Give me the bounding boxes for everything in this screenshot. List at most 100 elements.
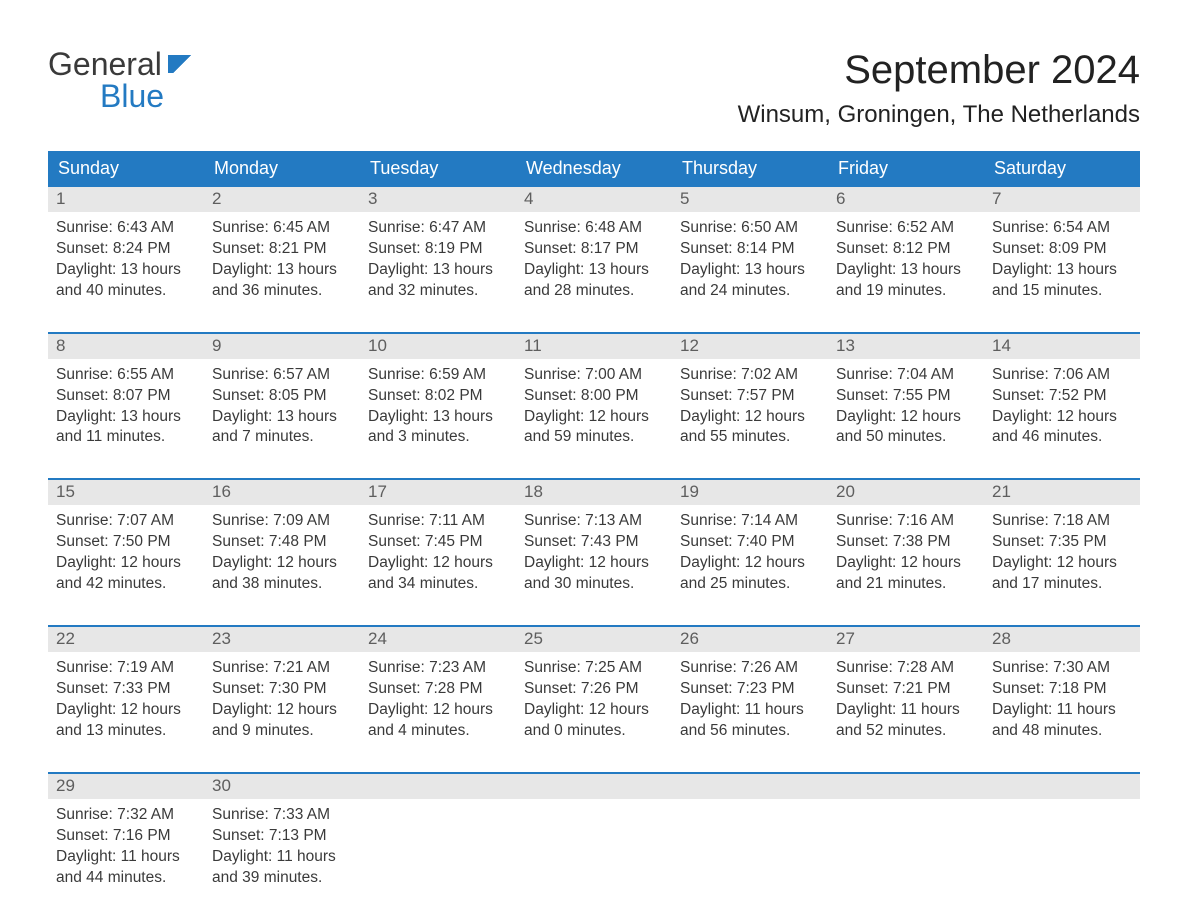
day-sunrise: Sunrise: 7:02 AM — [680, 365, 820, 386]
day-dl2: and 52 minutes. — [836, 721, 976, 742]
day-dl2: and 21 minutes. — [836, 574, 976, 595]
day-dl1: Daylight: 12 hours — [368, 553, 508, 574]
day-sunrise: Sunrise: 6:45 AM — [212, 218, 352, 239]
day-dl1: Daylight: 12 hours — [56, 700, 196, 721]
day-dl1: Daylight: 13 hours — [992, 260, 1132, 281]
calendar-week: 22232425262728Sunrise: 7:19 AMSunset: 7:… — [48, 625, 1140, 760]
day-dl2: and 13 minutes. — [56, 721, 196, 742]
day-dl1: Daylight: 12 hours — [992, 407, 1132, 428]
day-sunset: Sunset: 8:17 PM — [524, 239, 664, 260]
title-block: September 2024 Winsum, Groningen, The Ne… — [738, 48, 1140, 129]
day-sunrise: Sunrise: 7:04 AM — [836, 365, 976, 386]
day-number: 15 — [48, 480, 204, 505]
day-dl1: Daylight: 12 hours — [680, 407, 820, 428]
day-dl2: and 50 minutes. — [836, 427, 976, 448]
day-sunset: Sunset: 7:40 PM — [680, 532, 820, 553]
day-sunrise: Sunrise: 7:23 AM — [368, 658, 508, 679]
day-number: 22 — [48, 627, 204, 652]
day-dl1: Daylight: 13 hours — [680, 260, 820, 281]
day-cell: Sunrise: 7:26 AMSunset: 7:23 PMDaylight:… — [672, 652, 828, 760]
day-dl2: and 59 minutes. — [524, 427, 664, 448]
header: General Blue September 2024 Winsum, Gron… — [48, 48, 1140, 129]
day-cell: Sunrise: 7:07 AMSunset: 7:50 PMDaylight:… — [48, 505, 204, 613]
day-sunset: Sunset: 7:30 PM — [212, 679, 352, 700]
day-dl1: Daylight: 12 hours — [212, 553, 352, 574]
day-sunrise: Sunrise: 7:16 AM — [836, 511, 976, 532]
dow-tuesday: Tuesday — [360, 151, 516, 187]
day-number: 17 — [360, 480, 516, 505]
day-number: 18 — [516, 480, 672, 505]
day-number: 28 — [984, 627, 1140, 652]
day-dl2: and 25 minutes. — [680, 574, 820, 595]
day-dl2: and 0 minutes. — [524, 721, 664, 742]
day-number — [360, 774, 516, 799]
day-number: 27 — [828, 627, 984, 652]
day-sunrise: Sunrise: 7:21 AM — [212, 658, 352, 679]
day-number: 4 — [516, 187, 672, 212]
day-dl2: and 38 minutes. — [212, 574, 352, 595]
day-number: 21 — [984, 480, 1140, 505]
day-number: 8 — [48, 334, 204, 359]
day-dl1: Daylight: 13 hours — [56, 260, 196, 281]
day-body-row: Sunrise: 6:43 AMSunset: 8:24 PMDaylight:… — [48, 212, 1140, 320]
dow-friday: Friday — [828, 151, 984, 187]
day-cell: Sunrise: 6:57 AMSunset: 8:05 PMDaylight:… — [204, 359, 360, 467]
day-number: 25 — [516, 627, 672, 652]
day-cell: Sunrise: 7:09 AMSunset: 7:48 PMDaylight:… — [204, 505, 360, 613]
day-sunset: Sunset: 8:05 PM — [212, 386, 352, 407]
day-number-row: 15161718192021 — [48, 480, 1140, 505]
day-dl2: and 3 minutes. — [368, 427, 508, 448]
weeks-container: 1234567Sunrise: 6:43 AMSunset: 8:24 PMDa… — [48, 187, 1140, 906]
day-number: 2 — [204, 187, 360, 212]
calendar-week: 15161718192021Sunrise: 7:07 AMSunset: 7:… — [48, 478, 1140, 613]
day-number-row: 1234567 — [48, 187, 1140, 212]
day-dl2: and 28 minutes. — [524, 281, 664, 302]
day-number-row: 891011121314 — [48, 334, 1140, 359]
day-cell — [828, 799, 984, 907]
day-number: 9 — [204, 334, 360, 359]
day-dl2: and 7 minutes. — [212, 427, 352, 448]
day-number — [516, 774, 672, 799]
day-cell: Sunrise: 6:47 AMSunset: 8:19 PMDaylight:… — [360, 212, 516, 320]
day-cell: Sunrise: 7:11 AMSunset: 7:45 PMDaylight:… — [360, 505, 516, 613]
day-sunrise: Sunrise: 6:43 AM — [56, 218, 196, 239]
day-sunset: Sunset: 7:38 PM — [836, 532, 976, 553]
day-sunrise: Sunrise: 7:26 AM — [680, 658, 820, 679]
day-sunset: Sunset: 8:02 PM — [368, 386, 508, 407]
day-of-week-header: Sunday Monday Tuesday Wednesday Thursday… — [48, 151, 1140, 187]
day-body-row: Sunrise: 7:19 AMSunset: 7:33 PMDaylight:… — [48, 652, 1140, 760]
brand-line2: Blue — [48, 80, 196, 112]
day-number: 16 — [204, 480, 360, 505]
day-number: 13 — [828, 334, 984, 359]
day-dl1: Daylight: 12 hours — [836, 407, 976, 428]
day-sunset: Sunset: 7:28 PM — [368, 679, 508, 700]
day-number: 14 — [984, 334, 1140, 359]
calendar-week: 1234567Sunrise: 6:43 AMSunset: 8:24 PMDa… — [48, 187, 1140, 320]
day-dl2: and 32 minutes. — [368, 281, 508, 302]
day-dl2: and 24 minutes. — [680, 281, 820, 302]
day-number — [672, 774, 828, 799]
day-cell: Sunrise: 6:59 AMSunset: 8:02 PMDaylight:… — [360, 359, 516, 467]
calendar-week: 891011121314Sunrise: 6:55 AMSunset: 8:07… — [48, 332, 1140, 467]
day-sunrise: Sunrise: 7:28 AM — [836, 658, 976, 679]
location-subtitle: Winsum, Groningen, The Netherlands — [738, 101, 1140, 129]
day-dl2: and 4 minutes. — [368, 721, 508, 742]
day-number: 23 — [204, 627, 360, 652]
day-sunrise: Sunrise: 7:25 AM — [524, 658, 664, 679]
calendar-week: 2930Sunrise: 7:32 AMSunset: 7:16 PMDayli… — [48, 772, 1140, 907]
day-number: 20 — [828, 480, 984, 505]
day-cell: Sunrise: 6:48 AMSunset: 8:17 PMDaylight:… — [516, 212, 672, 320]
day-dl1: Daylight: 12 hours — [524, 700, 664, 721]
day-cell: Sunrise: 7:18 AMSunset: 7:35 PMDaylight:… — [984, 505, 1140, 613]
day-sunset: Sunset: 7:43 PM — [524, 532, 664, 553]
day-cell: Sunrise: 7:16 AMSunset: 7:38 PMDaylight:… — [828, 505, 984, 613]
day-cell: Sunrise: 6:45 AMSunset: 8:21 PMDaylight:… — [204, 212, 360, 320]
day-sunrise: Sunrise: 7:13 AM — [524, 511, 664, 532]
day-sunset: Sunset: 8:12 PM — [836, 239, 976, 260]
day-cell: Sunrise: 7:30 AMSunset: 7:18 PMDaylight:… — [984, 652, 1140, 760]
day-cell: Sunrise: 6:54 AMSunset: 8:09 PMDaylight:… — [984, 212, 1140, 320]
day-sunrise: Sunrise: 6:48 AM — [524, 218, 664, 239]
day-number: 24 — [360, 627, 516, 652]
day-dl2: and 44 minutes. — [56, 868, 196, 889]
page-title: September 2024 — [738, 48, 1140, 93]
